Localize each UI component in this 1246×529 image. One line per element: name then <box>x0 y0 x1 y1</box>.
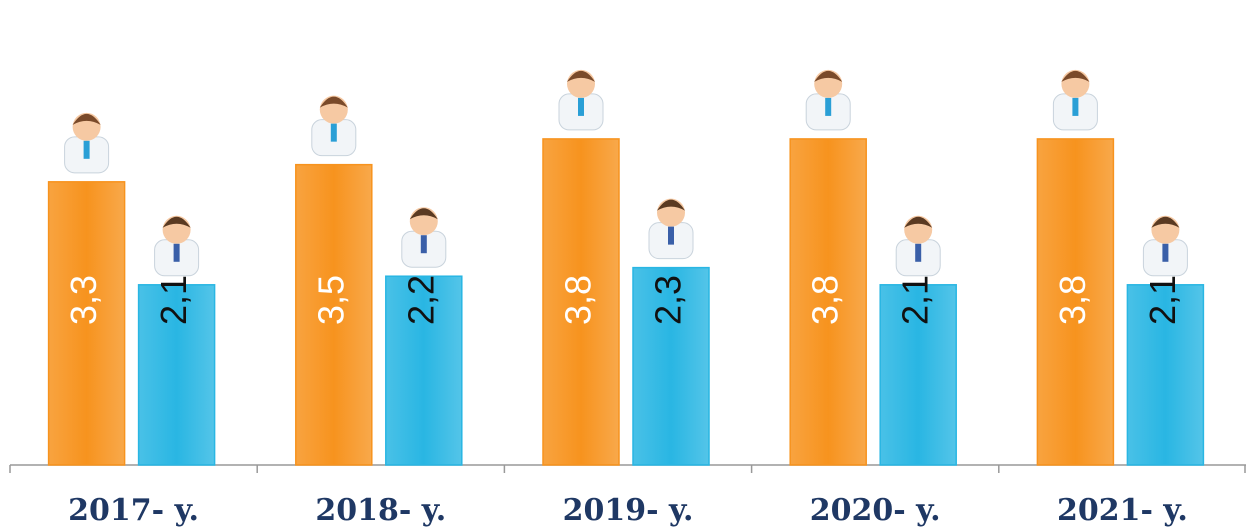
value-label: 2,2 <box>400 275 441 325</box>
icon-hair <box>162 216 191 228</box>
icon-tie <box>915 243 922 262</box>
bar <box>47 181 126 466</box>
icon-tie <box>420 235 427 254</box>
x-tick-label: 2021- y. <box>1057 493 1188 528</box>
bar <box>1126 284 1205 466</box>
x-tick-label: 2017- y. <box>68 493 199 528</box>
bar <box>1036 138 1115 466</box>
icon-hair <box>1151 216 1180 228</box>
icon-tie <box>578 97 584 116</box>
bar <box>295 163 373 466</box>
doctor-icon <box>154 215 200 277</box>
icon-hair <box>1061 70 1090 82</box>
doctor-icon <box>805 69 851 131</box>
value-label: 3,5 <box>310 275 351 325</box>
bar <box>632 266 710 466</box>
icon-hair <box>567 70 595 82</box>
doctor-icon <box>401 207 447 268</box>
doctor-icon <box>648 198 694 260</box>
icon-hair <box>814 70 843 82</box>
value-label: 2,1 <box>153 275 194 325</box>
doctor-icon <box>895 215 941 277</box>
value-label: 3,8 <box>1052 275 1093 325</box>
x-tick-label: 2019- y. <box>563 493 694 528</box>
value-label: 2,1 <box>1142 275 1183 325</box>
bar <box>385 275 463 466</box>
x-tick-label: 2018- y. <box>315 493 446 528</box>
bar <box>137 284 216 466</box>
icon-hair <box>657 199 685 211</box>
doctor-icon <box>1052 69 1098 131</box>
x-tick-label: 2020- y. <box>810 493 941 528</box>
icon-hair <box>904 216 933 228</box>
icon-hair <box>409 208 438 220</box>
doctor-icon <box>558 69 604 131</box>
icon-tie <box>825 97 832 116</box>
icon-hair <box>319 96 348 108</box>
bar <box>879 284 957 466</box>
value-label: 2,1 <box>895 275 936 325</box>
value-label: 3,8 <box>805 275 846 325</box>
doctor-icon <box>64 112 110 174</box>
doctor-icon <box>1142 215 1188 277</box>
icon-tie <box>1072 97 1079 116</box>
icon-tie <box>173 243 180 262</box>
value-label: 3,3 <box>63 275 104 325</box>
icon-tie <box>83 140 90 159</box>
icon-tie <box>1162 243 1169 262</box>
value-label: 3,8 <box>558 275 599 325</box>
icon-tie <box>668 226 674 245</box>
icon-hair <box>72 113 101 125</box>
doctor-icon <box>311 95 357 157</box>
value-label: 2,3 <box>648 275 689 325</box>
bar <box>542 138 620 466</box>
bar <box>789 138 867 466</box>
icon-tie <box>330 123 337 142</box>
